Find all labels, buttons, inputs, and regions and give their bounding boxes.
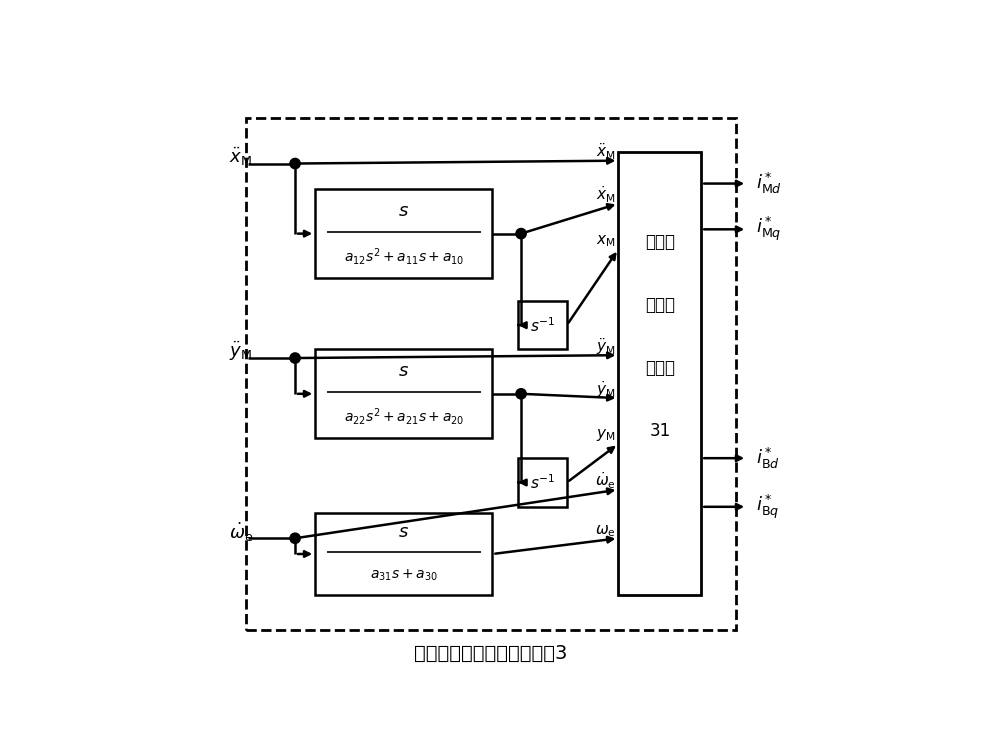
Text: $\omega_{\mathrm{e}}$: $\omega_{\mathrm{e}}$ xyxy=(595,523,615,539)
Text: $\dot{x}_{\mathrm{M}}$: $\dot{x}_{\mathrm{M}}$ xyxy=(596,185,615,205)
Text: $a_{31}s+a_{30}$: $a_{31}s+a_{30}$ xyxy=(370,568,438,583)
Text: $\dot{y}_{\mathrm{M}}$: $\dot{y}_{\mathrm{M}}$ xyxy=(596,379,615,400)
Circle shape xyxy=(290,158,300,169)
Text: $s^{-1}$: $s^{-1}$ xyxy=(530,473,555,492)
Text: $\ddot{y}_{\mathrm{M}}$: $\ddot{y}_{\mathrm{M}}$ xyxy=(596,336,615,357)
Text: $\dot{\omega}_{\mathrm{e}}$: $\dot{\omega}_{\mathrm{e}}$ xyxy=(229,520,254,544)
Text: $i^*_{\mathrm{B}d}$: $i^*_{\mathrm{B}d}$ xyxy=(756,446,779,471)
Text: 最小二: 最小二 xyxy=(645,233,675,251)
Text: $i^*_{\mathrm{M}q}$: $i^*_{\mathrm{M}q}$ xyxy=(756,215,781,244)
Text: 向量机: 向量机 xyxy=(645,359,675,377)
Text: $s$: $s$ xyxy=(398,523,409,542)
Bar xyxy=(518,301,567,349)
Text: $\ddot{y}_{\mathrm{M}}$: $\ddot{y}_{\mathrm{M}}$ xyxy=(229,340,252,363)
Circle shape xyxy=(516,228,526,239)
Circle shape xyxy=(290,353,300,363)
Text: 31: 31 xyxy=(649,422,670,440)
Text: $s^{-1}$: $s^{-1}$ xyxy=(530,316,555,334)
Text: $\ddot{x}_{\mathrm{M}}$: $\ddot{x}_{\mathrm{M}}$ xyxy=(229,146,252,168)
Text: $s$: $s$ xyxy=(398,362,409,380)
Text: 最小二乘支持向量机广义逆3: 最小二乘支持向量机广义逆3 xyxy=(414,644,568,663)
Text: $i^*_{\mathrm{M}d}$: $i^*_{\mathrm{M}d}$ xyxy=(756,171,782,196)
Text: 乘支持: 乘支持 xyxy=(645,296,675,314)
Bar xyxy=(246,117,736,630)
Text: $x_{\mathrm{M}}$: $x_{\mathrm{M}}$ xyxy=(596,233,615,249)
Bar xyxy=(315,189,492,278)
Text: $\ddot{x}_{\mathrm{M}}$: $\ddot{x}_{\mathrm{M}}$ xyxy=(596,142,615,163)
Text: $\dot{\omega}_{\mathrm{e}}$: $\dot{\omega}_{\mathrm{e}}$ xyxy=(595,471,615,491)
Bar xyxy=(518,458,567,507)
Circle shape xyxy=(516,389,526,399)
Text: $s$: $s$ xyxy=(398,201,409,220)
Text: $i^*_{\mathrm{B}q}$: $i^*_{\mathrm{B}q}$ xyxy=(756,493,779,521)
Bar xyxy=(315,513,492,595)
Text: $y_{\mathrm{M}}$: $y_{\mathrm{M}}$ xyxy=(596,427,615,444)
Circle shape xyxy=(290,533,300,543)
Bar xyxy=(618,152,701,595)
Bar xyxy=(315,349,492,438)
Text: $a_{12}s^2+a_{11}s+a_{10}$: $a_{12}s^2+a_{11}s+a_{10}$ xyxy=(344,246,464,267)
Text: $a_{22}s^2+a_{21}s+a_{20}$: $a_{22}s^2+a_{21}s+a_{20}$ xyxy=(344,406,464,427)
